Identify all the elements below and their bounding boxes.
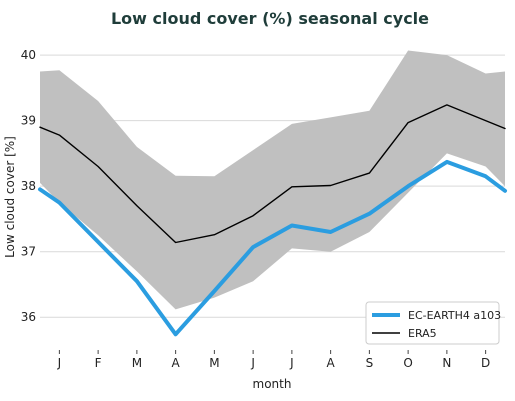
x-tick-11: D xyxy=(481,356,490,370)
y-axis-label: Low cloud cover [%] xyxy=(3,136,17,258)
y-tick-4: 40 xyxy=(21,48,36,62)
y-tick-3: 39 xyxy=(21,114,36,128)
range-band xyxy=(40,50,505,310)
x-tick-7: A xyxy=(327,356,336,370)
x-tick-10: N xyxy=(442,356,451,370)
y-tick-0: 36 xyxy=(21,310,36,324)
x-tick-3: A xyxy=(172,356,181,370)
x-tick-8: S xyxy=(366,356,374,370)
x-axis-label: month xyxy=(253,377,292,391)
legend-label-ec-earth4: EC-EARTH4 a103 xyxy=(408,309,501,322)
x-tick-0: J xyxy=(57,356,62,370)
x-tick-6: J xyxy=(289,356,294,370)
x-tick-5: J xyxy=(250,356,255,370)
x-tick-4: M xyxy=(209,356,219,370)
y-tick-labels: 36 37 38 39 40 xyxy=(21,48,36,324)
series-lines xyxy=(38,104,507,337)
x-tick-1: F xyxy=(95,356,102,370)
y-tick-1: 37 xyxy=(21,245,36,259)
y-tick-2: 38 xyxy=(21,179,36,193)
series-line-ec-earth4 xyxy=(38,159,507,337)
legend: EC-EARTH4 a103 ERA5 xyxy=(365,301,501,345)
series-line-era5 xyxy=(39,104,506,244)
x-tick-2: M xyxy=(132,356,142,370)
chart-title: Low cloud cover (%) seasonal cycle xyxy=(111,9,429,28)
x-tick-9: O xyxy=(403,356,412,370)
legend-label-era5: ERA5 xyxy=(408,327,437,340)
